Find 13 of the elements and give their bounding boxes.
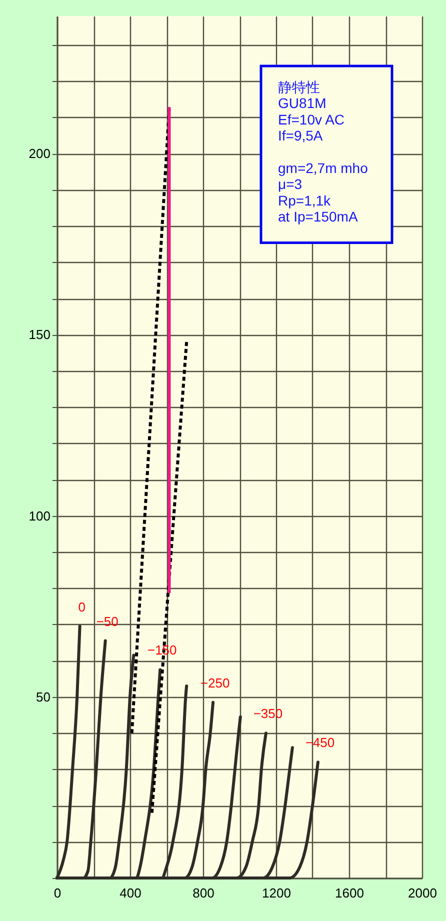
y-tick-label: 50: [36, 689, 50, 704]
y-tick-label: 100: [28, 508, 50, 524]
x-tick-label: 2000: [408, 886, 437, 900]
annotation: gm=2,7m mho μ=3 Rp=1,1k at Ip=150mA: [278, 160, 368, 225]
x-tick-label: 0: [54, 886, 62, 900]
y-tick-label: 200: [28, 146, 50, 162]
annotation: 静特性 GU81M Ef=10v AC If=9,5A: [278, 79, 345, 144]
x-tick-label: 1600: [335, 886, 364, 900]
series-label: 0: [78, 599, 86, 614]
x-tick-label: 400: [120, 886, 142, 900]
x-tick-label: 800: [192, 886, 214, 900]
y-tick-label: 150: [28, 327, 50, 342]
x-tick-label: 1200: [262, 886, 291, 900]
